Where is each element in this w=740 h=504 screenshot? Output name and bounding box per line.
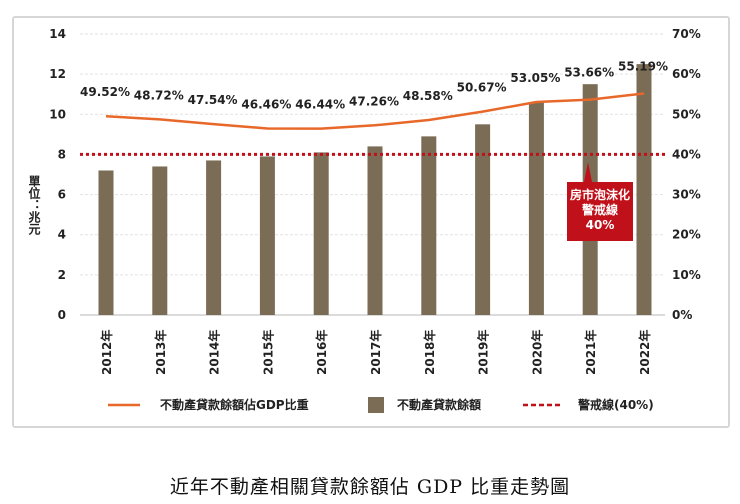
data-label: 47.54% [188,93,238,107]
ratio-line [105,92,645,130]
data-label: 46.44% [295,98,345,112]
data-label: 46.46% [241,97,291,111]
data-label: 47.26% [349,94,399,108]
data-label: 49.52% [80,85,130,99]
y-tick-label: 12 [49,67,66,81]
x-tick-label: 2012年 [99,330,114,375]
annotation-box [567,182,633,241]
y-axis-label: 單位：兆元 [27,175,41,236]
x-tick-label: 2015年 [260,330,275,375]
bar [367,146,383,315]
chart-frame [12,16,730,428]
x-tick-label: 2021年 [583,330,598,375]
x-tick-label: 2017年 [368,330,383,375]
data-label: 55.19% [618,59,668,73]
x-tick-label: 2014年 [207,330,222,375]
bar [206,160,222,315]
data-label: 48.58% [403,89,453,103]
annotation-pointer [584,162,592,182]
data-label: 53.05% [510,71,560,85]
y2-tick-label: 70% [672,27,701,41]
y-tick-label: 4 [58,228,66,242]
y-tick-label: 6 [58,188,66,202]
x-tick-label: 2022年 [637,330,652,375]
y2-tick-label: 20% [672,228,701,242]
x-tick-label: 2020年 [529,330,544,375]
bar [421,136,437,315]
bar [313,152,329,315]
y-tick-label: 10 [49,107,66,121]
bar [152,166,168,315]
bar [98,170,114,315]
y2-tick-label: 40% [672,147,701,161]
chart-caption: 近年不動產相關貸款餘額佔 GDP 比重走勢圖 [169,476,571,498]
bar [528,102,544,315]
y-tick-label: 8 [58,147,66,161]
y-tick-label: 0 [58,308,66,322]
data-label: 53.66% [564,66,614,80]
bar [259,156,275,315]
x-tick-label: 2013年 [153,330,168,375]
legend-label: 警戒線(40%) [577,397,654,412]
data-label: 50.67% [457,81,507,95]
bar [636,64,652,315]
bar [475,124,491,315]
y2-tick-label: 30% [672,188,701,202]
annotation-text: 40% [586,218,615,232]
y-tick-label: 14 [49,27,66,41]
annotation-text: 警戒線 [581,202,618,217]
chart: 0 2 4 6 8 10 12 14 0% 10% 20% 30% 40% 50% 60% 70% 單位：兆元 2… [27,27,701,413]
data-label: 48.72% [134,88,184,102]
legend-label: 不動產貸款餘額佔GDP比重 [160,397,309,412]
legend-label: 不動產貸款餘額 [397,397,481,412]
y2-tick-label: 60% [672,67,701,81]
y2-tick-label: 50% [672,107,701,121]
y-tick-label: 2 [58,268,66,282]
x-tick-label: 2019年 [476,330,491,375]
x-tick-label: 2018年 [422,330,437,375]
x-tick-label: 2016年 [314,330,329,375]
annotation-text: 房市泡沫化 [570,187,630,202]
legend-bar-swatch [368,397,384,413]
y2-tick-label: 0% [672,308,692,322]
y2-tick-label: 10% [672,268,701,282]
